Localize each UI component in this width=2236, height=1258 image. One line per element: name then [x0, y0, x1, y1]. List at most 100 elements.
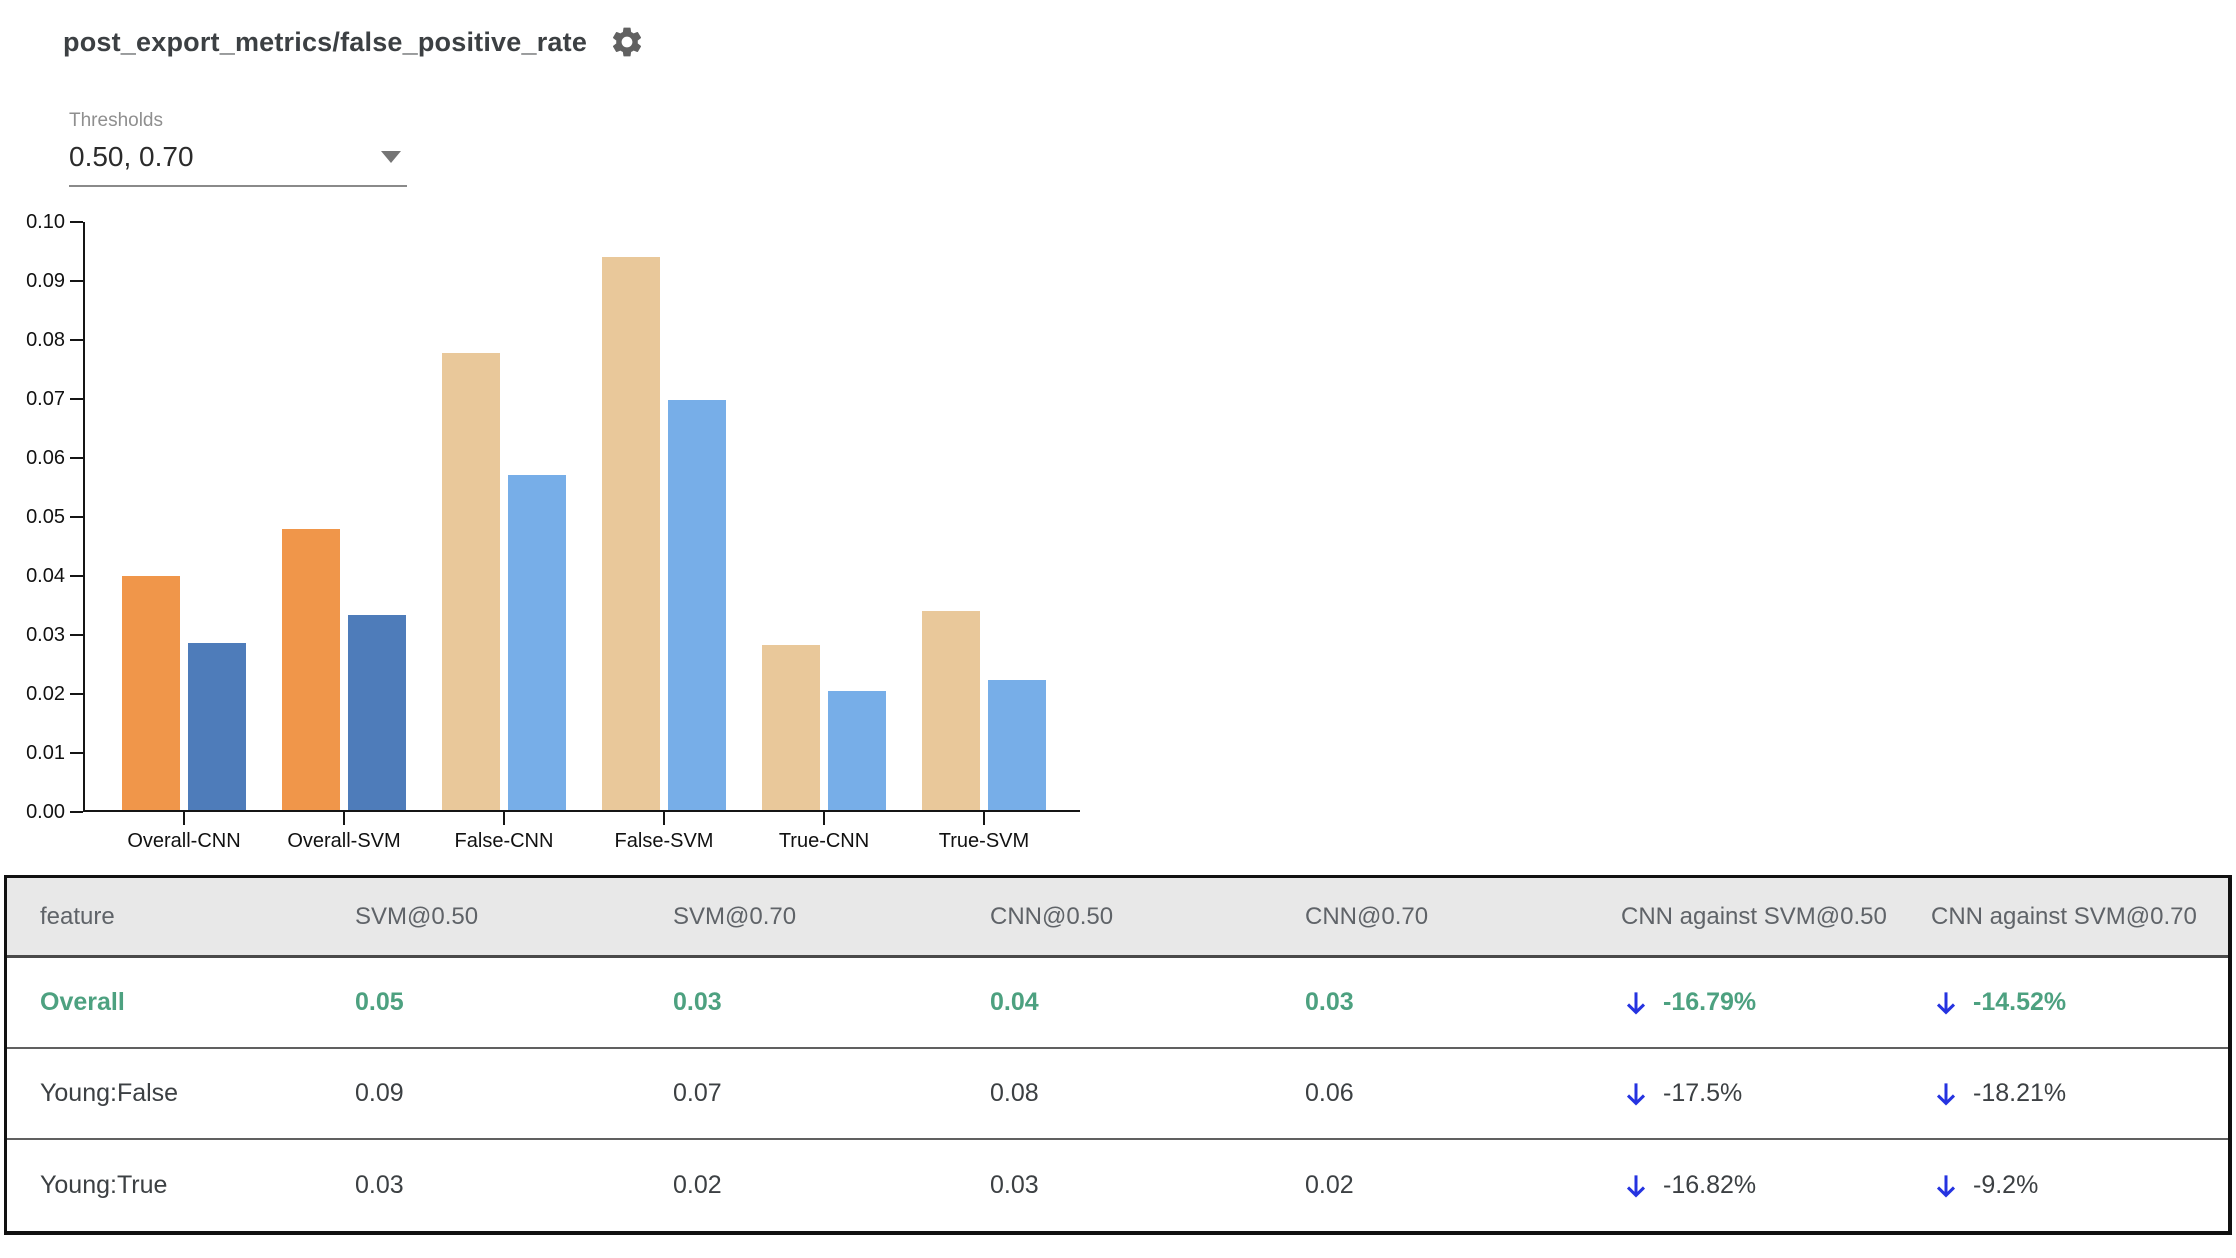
y-axis-tick: [70, 457, 83, 459]
y-axis-tick-label: 0.09: [26, 270, 65, 292]
table-header-row: feature SVM@0.50 SVM@0.70 CNN@0.50 CNN@0…: [7, 878, 2228, 958]
delta-cell: -16.82%: [1621, 1171, 1931, 1201]
bar-Overall-SVM-threshold-0.50[interactable]: [282, 529, 340, 810]
delta-value: -9.2%: [1973, 1171, 2039, 1199]
widget-header: post_export_metrics/false_positive_rate: [63, 24, 645, 60]
metric-value-cell: 0.05: [355, 988, 404, 1016]
table-row-Young:True: Young:True 0.03 0.02 0.03 0.02 -16.82% -9.2%: [7, 1140, 2228, 1231]
x-axis-tick: [823, 812, 825, 825]
x-axis-label-Overall-SVM: Overall-SVM: [287, 830, 401, 852]
x-axis-tick: [983, 812, 985, 825]
down-arrow-icon: [1626, 1082, 1646, 1105]
x-axis-tick: [663, 812, 665, 825]
table-row-Young:False: Young:False 0.09 0.07 0.08 0.06 -17.5% -18.21%: [7, 1049, 2228, 1140]
metric-value-cell: 0.02: [673, 1171, 722, 1199]
feature-cell: Young:False: [40, 1079, 179, 1107]
metric-value-cell: 0.06: [1305, 1079, 1354, 1107]
y-axis-tick: [70, 339, 83, 341]
metric-value-cell: 0.02: [1305, 1171, 1354, 1199]
down-arrow-icon: [1626, 991, 1646, 1014]
metric-value-cell: 0.03: [673, 988, 722, 1016]
column-header-cnn-against-svm-050: CNN against SVM@0.50: [1621, 902, 1887, 930]
delta-value: -14.52%: [1973, 988, 2067, 1016]
bar-False-CNN-threshold-0.70[interactable]: [508, 475, 566, 810]
table-body: Overall 0.05 0.03 0.04 0.03 -16.79% -14.52% You…: [7, 958, 2228, 1231]
x-axis-label-False-SVM: False-SVM: [614, 830, 714, 852]
bar-False-CNN-threshold-0.50[interactable]: [442, 353, 500, 810]
bar-True-SVM-threshold-0.50[interactable]: [922, 611, 980, 810]
y-axis-tick: [70, 221, 83, 223]
y-axis-tick: [70, 811, 83, 813]
down-arrow-icon: [1936, 1174, 1956, 1197]
thresholds-dropdown[interactable]: Thresholds 0.50, 0.70: [69, 110, 407, 187]
column-header-cnn-070: CNN@0.70: [1305, 902, 1429, 930]
bar-Overall-CNN-threshold-0.50[interactable]: [122, 576, 180, 810]
y-axis-tick-label: 0.04: [26, 565, 65, 587]
metric-value-cell: 0.03: [990, 1171, 1039, 1199]
bar-Overall-SVM-threshold-0.70[interactable]: [348, 615, 406, 810]
y-axis-tick-label: 0.00: [26, 801, 65, 823]
x-axis-label-True-SVM: True-SVM: [938, 830, 1030, 852]
x-axis-label-False-CNN: False-CNN: [454, 830, 554, 852]
column-header-cnn-050: CNN@0.50: [990, 902, 1114, 930]
delta-cell: -16.79%: [1621, 988, 1931, 1018]
feature-cell: Young:True: [40, 1171, 168, 1199]
y-axis-tick-label: 0.01: [26, 742, 65, 764]
column-header-svm-050: SVM@0.50: [355, 902, 479, 930]
settings-gear-icon[interactable]: [609, 24, 645, 60]
y-axis-tick: [70, 693, 83, 695]
bar-True-CNN-threshold-0.70[interactable]: [828, 691, 886, 810]
delta-value: -18.21%: [1973, 1079, 2067, 1107]
delta-value: -16.79%: [1663, 988, 1757, 1016]
y-axis-tick-label: 0.05: [26, 506, 65, 528]
thresholds-label: Thresholds: [69, 110, 163, 131]
bar-True-CNN-threshold-0.50[interactable]: [762, 645, 820, 810]
x-axis-tick: [183, 812, 185, 825]
x-axis-label-Overall-CNN: Overall-CNN: [127, 830, 241, 852]
delta-cell: -18.21%: [1931, 1079, 2228, 1109]
y-axis-tick-label: 0.02: [26, 683, 65, 705]
bar-False-SVM-threshold-0.70[interactable]: [668, 400, 726, 810]
metrics-table: feature SVM@0.50 SVM@0.70 CNN@0.50 CNN@0…: [4, 875, 2232, 1235]
feature-cell: Overall: [40, 988, 125, 1016]
y-axis-tick: [70, 752, 83, 754]
down-arrow-icon: [1936, 1082, 1956, 1105]
column-header-cnn-against-svm-070: CNN against SVM@0.70: [1931, 902, 2197, 930]
thresholds-value: 0.50, 0.70: [69, 141, 194, 172]
y-axis-tick: [70, 634, 83, 636]
delta-value: -17.5%: [1663, 1079, 1743, 1107]
delta-value: -16.82%: [1663, 1171, 1757, 1199]
metric-value-cell: 0.08: [990, 1079, 1039, 1107]
metric-value-cell: 0.03: [1305, 988, 1354, 1016]
y-axis-tick-label: 0.10: [26, 211, 65, 233]
delta-cell: -14.52%: [1931, 988, 2228, 1018]
y-axis-tick-label: 0.03: [26, 624, 65, 646]
page-title: post_export_metrics/false_positive_rate: [63, 26, 588, 57]
y-axis-tick-label: 0.08: [26, 329, 65, 351]
y-axis-tick: [70, 516, 83, 518]
metric-value-cell: 0.07: [673, 1079, 722, 1107]
y-axis-tick-label: 0.06: [26, 447, 65, 469]
x-axis-tick: [503, 812, 505, 825]
y-axis-tick: [70, 398, 83, 400]
y-axis-tick: [70, 575, 83, 577]
metric-value-cell: 0.09: [355, 1079, 404, 1107]
y-axis-tick: [70, 280, 83, 282]
bar-False-SVM-threshold-0.50[interactable]: [602, 257, 660, 810]
bar-Overall-CNN-threshold-0.70[interactable]: [188, 643, 246, 810]
down-arrow-icon: [1936, 991, 1956, 1014]
x-axis-tick: [343, 812, 345, 825]
y-axis-tick-label: 0.07: [26, 388, 65, 410]
bar-chart-plot-area: 0.00 0.01 0.02 0.03 0.04 0.05 0.06 0.07 0.08 0.09…: [26, 211, 1080, 852]
delta-cell: -17.5%: [1621, 1079, 1931, 1109]
metric-value-cell: 0.03: [355, 1171, 404, 1199]
chevron-down-icon: [381, 151, 401, 163]
table-row-Overall: Overall 0.05 0.03 0.04 0.03 -16.79% -14.52%: [7, 958, 2228, 1049]
column-header-svm-070: SVM@0.70: [673, 902, 797, 930]
metric-value-cell: 0.04: [990, 988, 1039, 1016]
delta-cell: -9.2%: [1931, 1171, 2228, 1201]
bar-True-SVM-threshold-0.70[interactable]: [988, 680, 1046, 810]
x-axis-label-True-CNN: True-CNN: [778, 830, 870, 852]
column-header-feature: feature: [40, 902, 115, 930]
down-arrow-icon: [1626, 1174, 1646, 1197]
